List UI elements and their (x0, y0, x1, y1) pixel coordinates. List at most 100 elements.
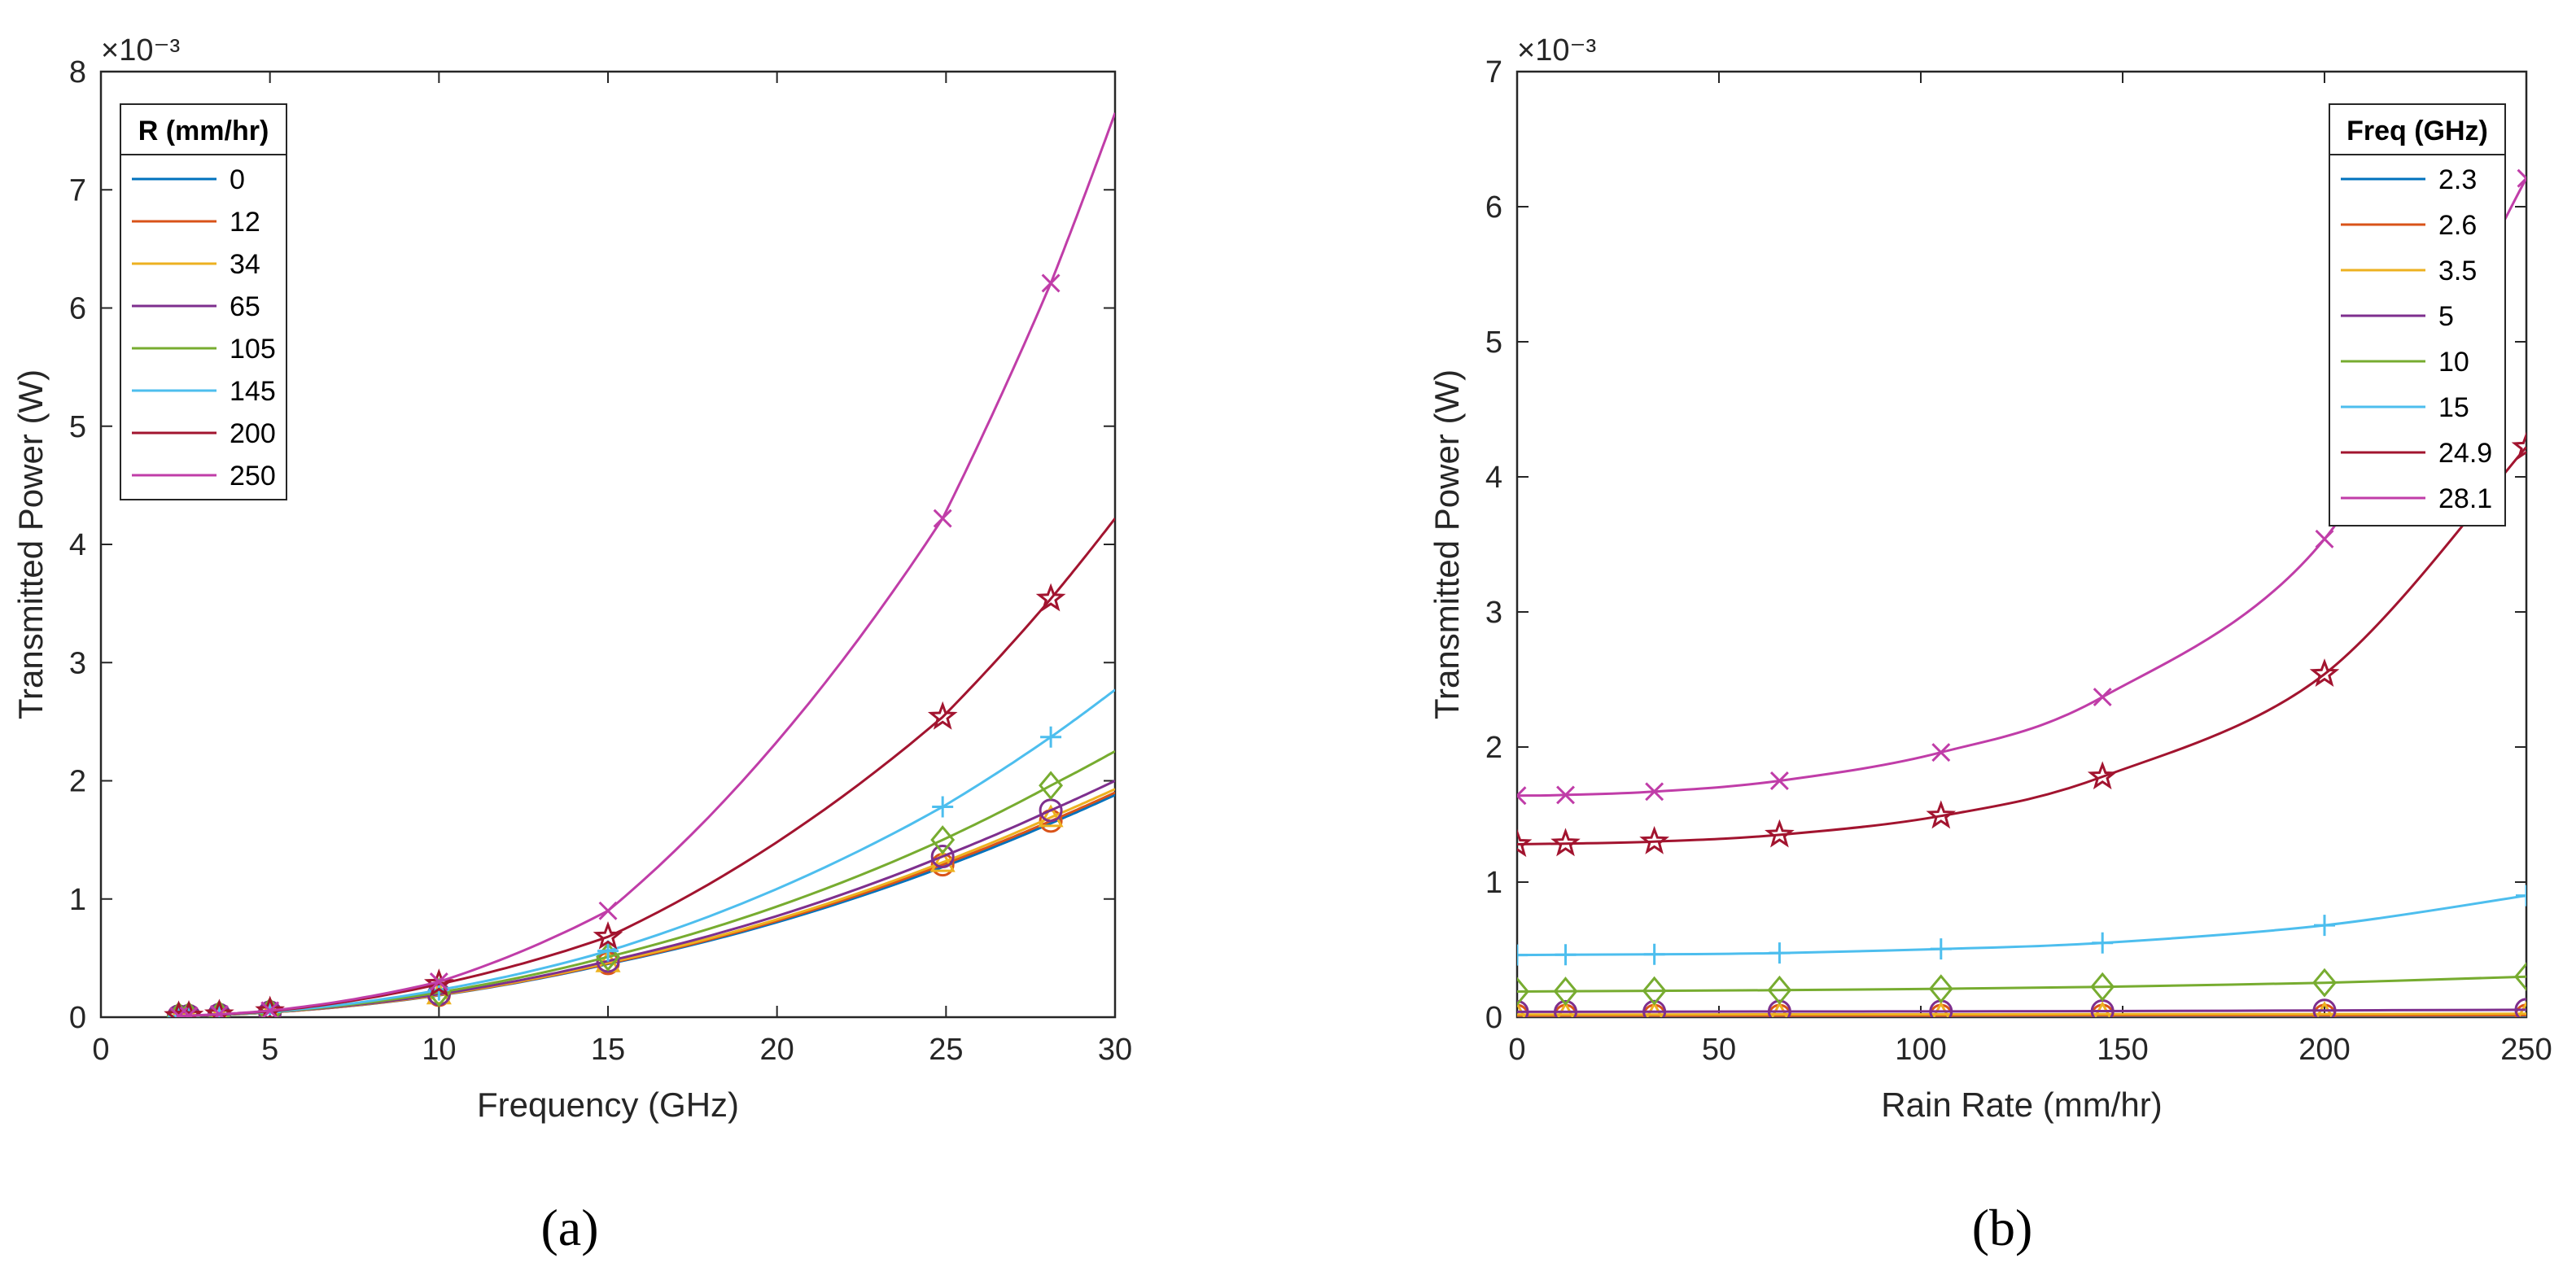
marker-star (423, 968, 454, 997)
marker-plus (2314, 915, 2335, 937)
panel-caption: (a) (540, 1199, 598, 1256)
legend: R (mm/hr) 0 12 34 65 105 145 200 250 (120, 103, 287, 500)
marker-star (1035, 583, 1066, 612)
legend-entry-0: 0 (230, 164, 245, 195)
marker-x (209, 1004, 229, 1017)
marker-x (1645, 782, 1664, 802)
y-tick-label: 1 (69, 883, 86, 917)
marker-circle (2514, 1003, 2526, 1017)
marker-x (260, 1001, 280, 1017)
legend: Freq (GHz) 2.3 2.6 3.5 5 10 15 24.9 28.1 (2329, 103, 2506, 526)
marker-diamond (930, 825, 956, 855)
y-tick-label: 2 (1485, 731, 1502, 765)
marker-star (593, 921, 623, 950)
legend-entry-105: 105 (230, 334, 276, 365)
marker-star (1517, 828, 1533, 858)
marker-triangle (1770, 1001, 1789, 1017)
x-tick-label: 30 (1098, 1033, 1132, 1067)
y-tick-label: 7 (69, 173, 86, 208)
x-axis-label: Frequency (GHz) (477, 1086, 739, 1124)
y-axis-label: Transmitted Power (W) (1428, 369, 1466, 719)
x-tick-label: 100 (1895, 1033, 1946, 1067)
marker-star (255, 995, 286, 1017)
marker-circle (1767, 999, 1791, 1017)
legend-entry-28.1: 28.1 (2438, 483, 2492, 514)
x-tick-label: 25 (929, 1033, 963, 1067)
x-tick-label: 5 (261, 1033, 278, 1067)
y-tick-label: 4 (69, 528, 86, 562)
marker-star (1765, 819, 1795, 848)
x-tick-label: 200 (2298, 1033, 2350, 1067)
y-tick-label: 8 (69, 55, 86, 90)
marker-plus (2092, 932, 2114, 954)
y-tick-label: 7 (1485, 55, 1502, 90)
legend-entry-3.5: 3.5 (2438, 256, 2477, 286)
marker-x (2517, 168, 2526, 188)
panel-caption: (b) (1972, 1199, 2033, 1256)
y-exponent-label: ×10⁻³ (1517, 33, 1596, 68)
marker-diamond (2090, 972, 2115, 1002)
marker-x (1556, 785, 1575, 805)
marker-triangle (1931, 1001, 1950, 1017)
x-tick-label: 15 (591, 1033, 625, 1067)
marker-x (933, 509, 952, 528)
marker-star (2087, 761, 2118, 790)
marker-diamond (1039, 771, 1064, 801)
marker-star (1639, 825, 1670, 854)
marker-diamond (2312, 968, 2337, 998)
marker-star (203, 998, 234, 1017)
marker-plus (1517, 944, 1528, 966)
marker-x (2093, 688, 2112, 707)
marker-triangle (1038, 804, 1064, 828)
series-group (1517, 168, 2526, 1017)
y-tick-label: 5 (69, 410, 86, 444)
marker-circle (930, 844, 955, 868)
marker-diamond (1517, 976, 1529, 1007)
marker-diamond (2514, 962, 2526, 992)
marker-triangle (1645, 1001, 1664, 1017)
marker-triangle (2093, 1001, 2112, 1017)
legend-entry-65: 65 (230, 291, 260, 322)
y-tick-label: 6 (1485, 190, 1502, 225)
marker-diamond (1767, 975, 1792, 1005)
y-tick-label: 3 (1485, 596, 1502, 630)
x-tick-label: 50 (1702, 1033, 1736, 1067)
marker-triangle (1556, 1001, 1575, 1017)
x-tick-label: 10 (422, 1033, 456, 1067)
legend-title: R (mm/hr) (138, 116, 269, 146)
y-exponent-label: ×10⁻³ (101, 33, 180, 68)
marker-diamond (1553, 976, 1578, 1007)
marker-circle (2312, 998, 2337, 1017)
marker-x (1931, 743, 1951, 762)
marker-star (1550, 828, 1581, 857)
y-tick-label: 6 (69, 292, 86, 326)
marker-circle (2514, 998, 2526, 1017)
marker-x (1769, 771, 1789, 790)
y-tick-label: 3 (69, 646, 86, 680)
marker-plus (597, 940, 619, 962)
chart-panel-b: 0 50 100 150 200 250 0 1 2 3 4 5 6 7 ×10⁻³ Rain Rate (m… (1428, 33, 2552, 1256)
series-line-10 (1517, 975, 2526, 993)
marker-triangle (1517, 1001, 1526, 1017)
x-tick-label: 250 (2500, 1033, 2552, 1067)
marker-x (598, 901, 618, 920)
x-axis-label: Rain Rate (mm/hr) (1881, 1086, 2162, 1124)
marker-triangle (929, 849, 956, 872)
legend-entry-2.3: 2.3 (2438, 164, 2477, 195)
marker-plus (1643, 943, 1665, 965)
marker-triangle (2315, 1001, 2334, 1017)
y-tick-label: 1 (1485, 866, 1502, 900)
marker-diamond (1928, 974, 1953, 1004)
x-tick-label: 150 (2097, 1033, 2148, 1067)
marker-circle (1642, 999, 1667, 1017)
series-line-3.5 (1517, 1012, 2526, 1016)
marker-triangle (2517, 1000, 2526, 1017)
legend-entry-2.6: 2.6 (2438, 210, 2477, 241)
legend-entry-24.9: 24.9 (2438, 438, 2492, 469)
marker-x (179, 1006, 199, 1017)
marker-star (1926, 800, 1957, 829)
y-tick-label: 2 (69, 765, 86, 799)
series-line-5 (1517, 1008, 2526, 1013)
